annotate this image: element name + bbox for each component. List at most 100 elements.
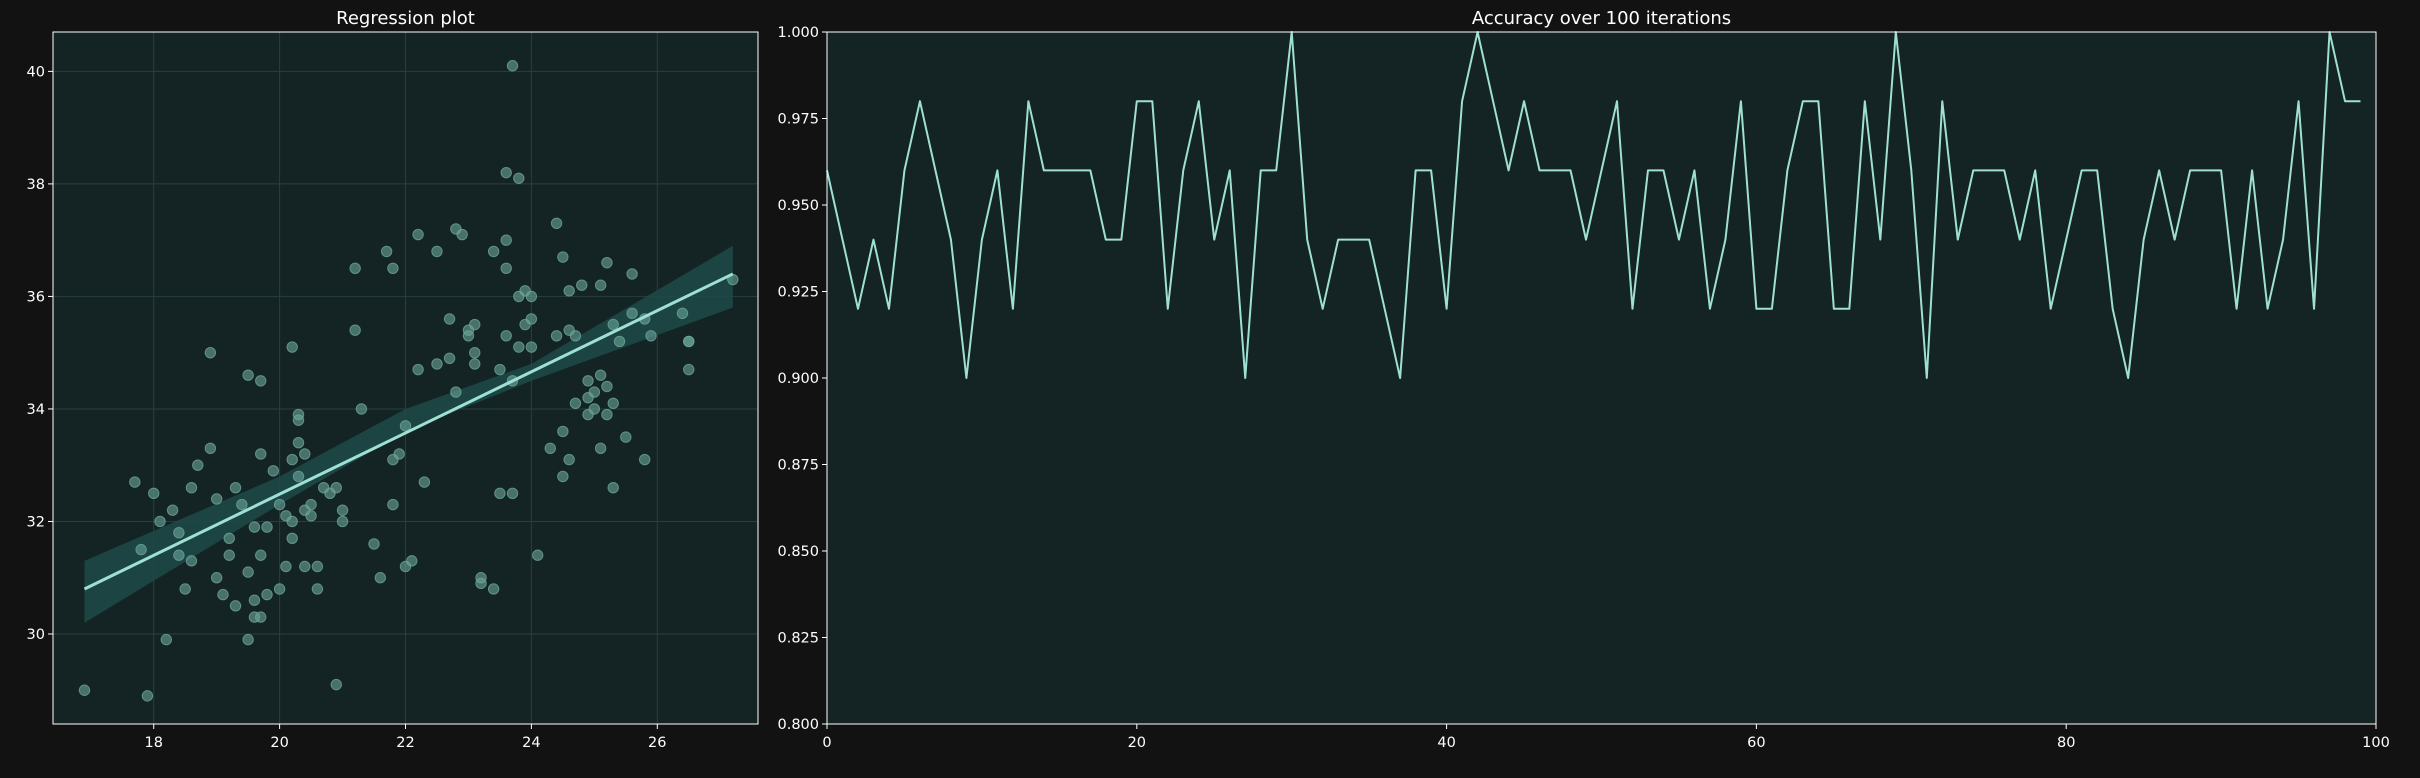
y-tick-label: 0.900 [777, 371, 819, 387]
scatter-point [336, 515, 349, 528]
scatter-point [645, 330, 657, 342]
scatter-point [456, 228, 468, 241]
scatter-point [349, 324, 361, 336]
scatter-point [563, 285, 575, 297]
scatter-point [368, 538, 380, 550]
accuracy-y-ticks: 0.800 0.825 0.850 0.875 0.900 0.925 0.950 0.975… [777, 25, 827, 733]
scatter-point [601, 380, 613, 393]
scatter-point [349, 262, 361, 274]
scatter-point [569, 330, 582, 342]
scatter-point [185, 482, 198, 494]
y-tick-label: 0.975 [777, 112, 819, 128]
scatter-point [443, 313, 456, 325]
scatter-point [494, 363, 506, 376]
scatter-point [305, 498, 317, 511]
scatter-point [135, 543, 147, 556]
scatter-point [500, 262, 512, 274]
scatter-point [594, 369, 607, 381]
scatter-point [607, 318, 619, 331]
scatter-point [638, 453, 651, 466]
scatter-point [475, 572, 487, 584]
scatter-point [525, 290, 538, 303]
y-tick-label: 1.000 [777, 25, 819, 41]
scatter-point [286, 453, 298, 466]
scatter-point [582, 375, 594, 387]
y-tick-label: 0.850 [777, 544, 819, 560]
scatter-point [166, 504, 179, 516]
scatter-point [255, 375, 267, 387]
scatter-point [248, 521, 261, 533]
scatter-point [374, 572, 387, 584]
scatter-point [594, 279, 607, 291]
accuracy-plot-area [827, 32, 2376, 724]
scatter-point [286, 515, 298, 528]
scatter-point [179, 583, 191, 595]
scatter-point [620, 431, 632, 443]
scatter-point [204, 442, 217, 455]
scatter-point [223, 549, 235, 561]
scatter-point [217, 588, 229, 601]
scatter-point [525, 313, 538, 325]
y-tick-label: 0.800 [777, 717, 819, 733]
scatter-point [255, 549, 267, 561]
scatter-point [683, 363, 695, 376]
regression-x-ticks: 18 20 22 24 26 [144, 724, 667, 751]
scatter-point [443, 352, 456, 365]
scatter-point [160, 633, 173, 646]
scatter-point [626, 307, 638, 320]
scatter-point [292, 408, 305, 421]
x-tick-label: 40 [1437, 735, 1455, 751]
scatter-point [141, 690, 154, 702]
scatter-point [311, 583, 324, 595]
scatter-point [273, 583, 286, 595]
scatter-point [286, 532, 298, 545]
scatter-point [601, 408, 613, 421]
scatter-point [223, 532, 235, 545]
scatter-point [500, 166, 512, 179]
x-tick-label: 20 [270, 735, 288, 751]
y-tick-label: 38 [27, 177, 45, 193]
scatter-point [683, 335, 695, 348]
scatter-point [613, 335, 626, 348]
scatter-point [242, 633, 254, 646]
scatter-point [311, 560, 324, 573]
scatter-point [550, 217, 563, 229]
scatter-point [676, 307, 689, 320]
y-tick-label: 0.950 [777, 198, 819, 214]
scatter-point [469, 318, 481, 331]
scatter-point [487, 245, 500, 258]
scatter-points [78, 60, 739, 702]
scatter-point [550, 330, 563, 342]
scatter-point [299, 560, 311, 573]
scatter-point [450, 386, 462, 398]
scatter-point [387, 498, 399, 511]
x-tick-label: 24 [522, 735, 540, 751]
scatter-point [261, 588, 273, 601]
scatter-point [406, 555, 418, 567]
scatter-point [431, 358, 443, 370]
scatter-point [601, 256, 613, 269]
y-tick-label: 32 [27, 514, 45, 530]
scatter-point [242, 566, 254, 578]
regression-panel: 18 20 22 24 26 30 32 34 36 38 40 Regression plot [27, 8, 759, 751]
scatter-point [557, 425, 569, 438]
y-tick-label: 30 [27, 627, 45, 643]
scatter-point [626, 268, 638, 280]
y-tick-label: 40 [27, 64, 45, 80]
scatter-point [569, 397, 582, 410]
scatter-point [563, 453, 575, 466]
regression-line [83, 272, 734, 591]
scatter-point [588, 386, 601, 398]
scatter-point [487, 583, 500, 595]
scatter-point [173, 549, 185, 561]
scatter-point [248, 594, 261, 606]
scatter-point [192, 459, 204, 471]
accuracy-line [826, 31, 2361, 379]
scatter-point [280, 560, 292, 573]
x-tick-label: 22 [396, 735, 414, 751]
scatter-point [399, 420, 412, 432]
scatter-point [242, 369, 254, 381]
x-tick-label: 20 [1128, 735, 1146, 751]
scatter-point [261, 521, 273, 533]
scatter-point [513, 172, 525, 184]
